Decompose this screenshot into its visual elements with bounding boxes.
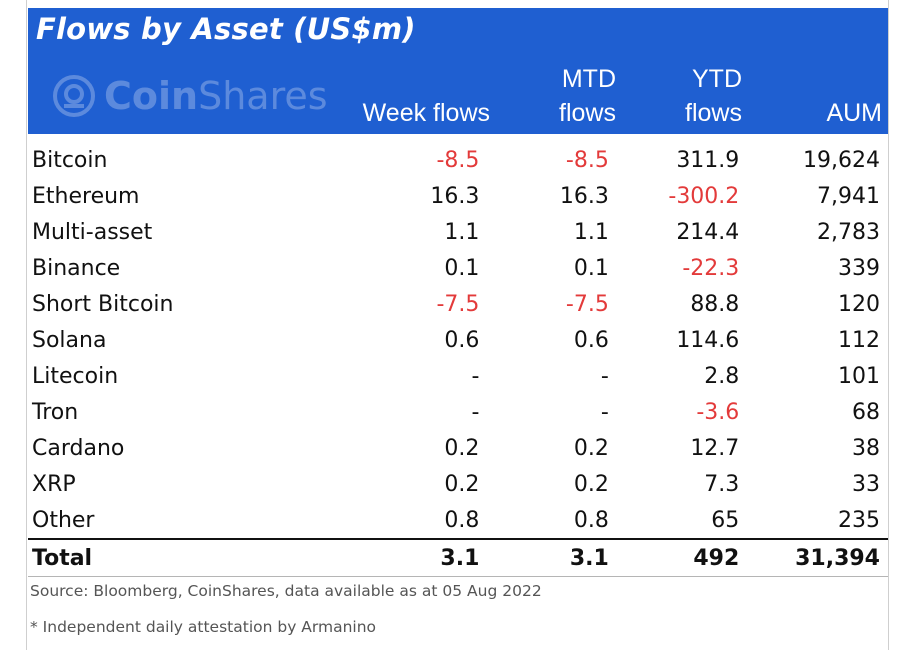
ytd-flows-cell: 114.6 xyxy=(676,327,740,353)
column-header-week-line2: Week flows xyxy=(362,99,490,127)
column-header-ytd-line2: flows xyxy=(685,99,742,127)
week-flows-cell: - xyxy=(471,399,480,425)
table-row: Other 0.8 0.8 65 235 xyxy=(28,502,888,539)
logo-text-shares: Shares xyxy=(198,74,328,118)
mtd-flows-cell: 16.3 xyxy=(559,183,609,209)
week-flows-cell: 0.6 xyxy=(444,327,480,353)
mtd-flows-cell: -8.5 xyxy=(565,147,609,173)
week-flows-cell: 0.2 xyxy=(444,471,480,497)
week-flows-cell: -8.5 xyxy=(436,147,480,173)
week-flows-cell: 0.2 xyxy=(444,435,480,461)
aum-cell: 2,783 xyxy=(817,219,880,245)
week-flows-cell: 0.1 xyxy=(444,255,480,281)
flows-table: Bitcoin -8.5 -8.5 311.9 19,624 Ethereum 16.3 16… xyxy=(28,142,888,577)
ytd-flows-cell: 214.4 xyxy=(676,219,740,245)
source-note: Source: Bloomberg, CoinShares, data avai… xyxy=(30,582,542,600)
column-header-mtd-flows: MTD flows xyxy=(559,62,616,130)
ytd-flows-cell: -3.6 xyxy=(696,399,740,425)
mtd-flows-cell: 0.8 xyxy=(573,507,609,533)
ytd-flows-cell: 12.7 xyxy=(690,435,740,461)
asset-name-cell: Tron xyxy=(32,399,79,425)
asset-name-cell: Short Bitcoin xyxy=(32,291,174,317)
table-row: Cardano 0.2 0.2 12.7 38 xyxy=(28,430,888,466)
aum-cell: 38 xyxy=(852,435,880,461)
aum-cell: 101 xyxy=(838,363,880,389)
aum-cell: 112 xyxy=(838,327,880,353)
week-flows-cell: - xyxy=(471,363,480,389)
table-title: Flows by Asset (US$m) xyxy=(36,12,416,46)
ytd-flows-cell: 2.8 xyxy=(704,363,740,389)
mtd-flows-cell: -7.5 xyxy=(565,291,609,317)
table-row: Short Bitcoin -7.5 -7.5 88.8 120 xyxy=(28,286,888,322)
mtd-flows-cell: 1.1 xyxy=(573,219,609,245)
table-total-row: Total 3.1 3.1 492 31,394 xyxy=(28,538,888,577)
week-flows-cell: 16.3 xyxy=(430,183,480,209)
asset-name-cell: Total xyxy=(28,538,282,577)
column-header-aum: AUM xyxy=(826,96,882,130)
column-header-week-flows: Week flows xyxy=(363,96,490,130)
ytd-flows-cell: -22.3 xyxy=(682,255,740,281)
week-flows-cell: 3.1 xyxy=(281,538,488,577)
table-row: Multi-asset 1.1 1.1 214.4 2,783 xyxy=(28,214,888,250)
mtd-flows-cell: 0.2 xyxy=(573,471,609,497)
column-header-mtd-line2: flows xyxy=(559,99,616,127)
week-flows-cell: 0.8 xyxy=(444,507,480,533)
asset-name-cell: Other xyxy=(32,507,95,533)
table-header: Flows by Asset (US$m) Coin Shares Week fl… xyxy=(28,8,888,134)
asset-name-cell: Solana xyxy=(32,327,107,353)
asset-name-cell: Ethereum xyxy=(32,183,140,209)
column-header-ytd-line1: YTD xyxy=(692,65,742,93)
asset-name-cell: Multi-asset xyxy=(32,219,153,245)
week-flows-cell: -7.5 xyxy=(436,291,480,317)
attestation-note: * Independent daily attestation by Arman… xyxy=(30,618,377,636)
ytd-flows-cell: 492 xyxy=(616,538,748,577)
asset-name-cell: Bitcoin xyxy=(32,147,108,173)
ytd-flows-cell: 88.8 xyxy=(690,291,740,317)
aum-cell: 120 xyxy=(838,291,880,317)
mtd-flows-cell: 0.2 xyxy=(573,435,609,461)
column-header-ytd-flows: YTD flows xyxy=(685,62,742,130)
aum-cell: 235 xyxy=(838,507,880,533)
asset-name-cell: Litecoin xyxy=(32,363,119,389)
table-row: Litecoin - - 2.8 101 xyxy=(28,358,888,394)
ytd-flows-cell: 7.3 xyxy=(704,471,740,497)
column-header-aum-label: AUM xyxy=(826,99,882,127)
ytd-flows-cell: 65 xyxy=(711,507,740,533)
table-row: Ethereum 16.3 16.3 -300.2 7,941 xyxy=(28,178,888,214)
table-row: Tron - - -3.6 68 xyxy=(28,394,888,430)
aum-cell: 7,941 xyxy=(817,183,880,209)
logo-text-coin: Coin xyxy=(104,74,199,118)
aum-cell: 339 xyxy=(838,255,880,281)
aum-cell: 68 xyxy=(852,399,880,425)
mtd-flows-cell: 0.1 xyxy=(573,255,609,281)
table-row: Binance 0.1 0.1 -22.3 339 xyxy=(28,250,888,286)
asset-name-cell: XRP xyxy=(32,471,76,497)
table-row: Solana 0.6 0.6 114.6 112 xyxy=(28,322,888,358)
week-flows-cell: 1.1 xyxy=(444,219,480,245)
table-row: Bitcoin -8.5 -8.5 311.9 19,624 xyxy=(28,142,888,178)
mtd-flows-cell: 0.6 xyxy=(573,327,609,353)
column-header-mtd-line1: MTD xyxy=(561,65,616,93)
ytd-flows-cell: -300.2 xyxy=(668,183,740,209)
coinshares-logo-icon xyxy=(53,75,95,117)
table-row: XRP 0.2 0.2 7.3 33 xyxy=(28,466,888,502)
mtd-flows-cell: 3.1 xyxy=(487,538,617,577)
mtd-flows-cell: - xyxy=(600,363,609,389)
asset-name-cell: Cardano xyxy=(32,435,125,461)
mtd-flows-cell: - xyxy=(600,399,609,425)
asset-name-cell: Binance xyxy=(32,255,121,281)
table-frame xyxy=(26,0,889,650)
ytd-flows-cell: 311.9 xyxy=(676,147,740,173)
aum-cell: 33 xyxy=(852,471,880,497)
coinshares-logo: Coin Shares xyxy=(52,70,328,122)
aum-cell: 31,394 xyxy=(747,538,888,577)
aum-cell: 19,624 xyxy=(803,147,880,173)
